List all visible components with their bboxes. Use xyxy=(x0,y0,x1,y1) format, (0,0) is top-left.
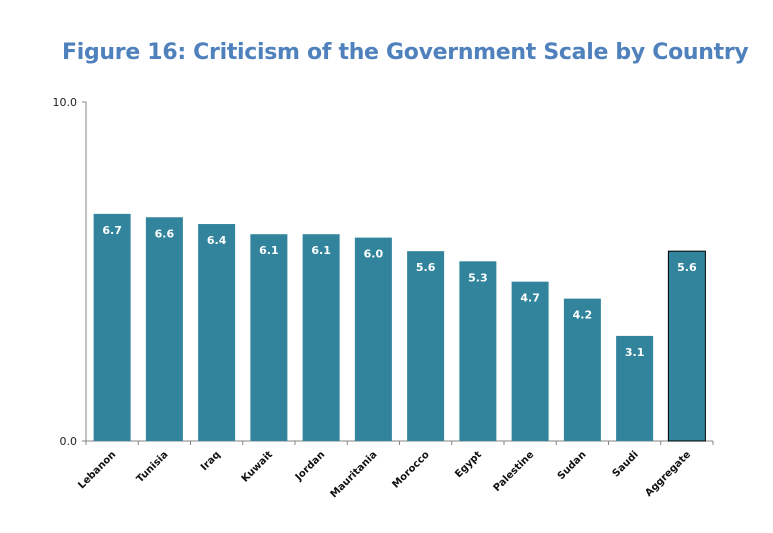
chart-title: Figure 16: Criticism of the Government S… xyxy=(62,40,749,65)
bar-aggregate xyxy=(667,250,706,442)
category-label: Tunisia xyxy=(135,449,171,485)
category-label: Egypt xyxy=(453,449,484,480)
data-label: 6.7 xyxy=(102,224,122,237)
y-tick-label: 0.0 xyxy=(60,435,78,448)
category-label: Lebanon xyxy=(76,449,118,491)
bar-jordan xyxy=(302,234,340,441)
category-label: Iraq xyxy=(199,449,223,473)
data-label: 6.6 xyxy=(155,227,175,240)
category-label: Palestine xyxy=(492,449,537,494)
bar-palestine xyxy=(511,281,549,441)
data-label: 4.2 xyxy=(573,309,593,322)
bar-kuwait xyxy=(250,234,288,441)
axes xyxy=(82,101,714,445)
data-label: 5.6 xyxy=(677,261,697,274)
bar-egypt xyxy=(459,261,497,441)
bar-mauritania xyxy=(354,237,392,441)
data-label: 6.1 xyxy=(311,244,331,257)
bar-lebanon xyxy=(93,213,131,441)
data-label: 5.3 xyxy=(468,271,488,284)
data-label: 4.7 xyxy=(520,292,540,305)
data-label: 5.6 xyxy=(416,261,436,274)
bar-morocco xyxy=(407,251,445,441)
bar-iraq xyxy=(198,224,236,441)
category-label: Kuwait xyxy=(240,449,275,484)
bars xyxy=(93,213,706,442)
y-tick-label: 10.0 xyxy=(53,96,78,109)
category-label: Sudan xyxy=(556,449,589,482)
bar-tunisia xyxy=(145,217,183,441)
data-label: 3.1 xyxy=(625,346,645,359)
data-label: 6.1 xyxy=(259,244,279,257)
category-label: Mauritania xyxy=(329,449,380,500)
bar-sudan xyxy=(563,298,601,441)
category-label: Morocco xyxy=(390,449,431,490)
bar-saudi xyxy=(616,335,654,441)
data-label: 6.0 xyxy=(364,248,384,261)
category-label: Jordan xyxy=(293,449,327,483)
data-label: 6.4 xyxy=(207,234,227,247)
category-label: Saudi xyxy=(611,449,641,479)
category-label: Aggregate xyxy=(643,449,693,499)
